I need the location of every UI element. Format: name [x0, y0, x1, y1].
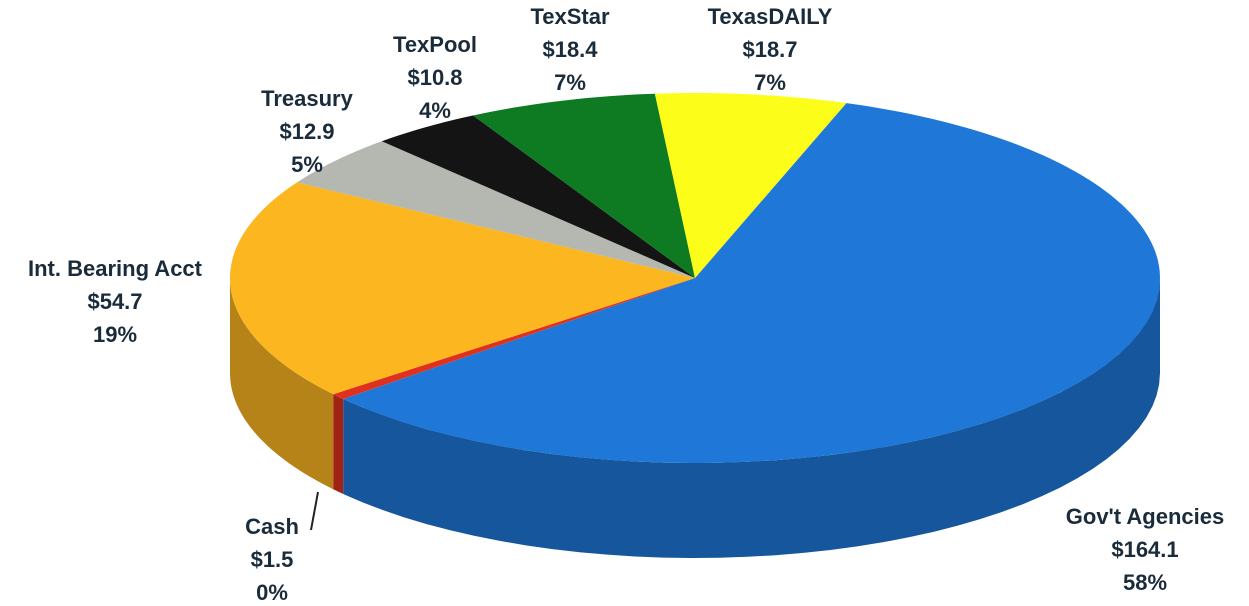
percent-label: 7% — [554, 70, 586, 95]
slice-label: Cash — [245, 514, 299, 539]
percent-label: 4% — [419, 98, 451, 123]
slice — [381, 115, 695, 278]
leader-line — [310, 491, 319, 531]
slice — [333, 278, 695, 399]
slice-label: Treasury — [261, 86, 353, 111]
value-label: $18.4 — [542, 37, 598, 62]
slice-label: Int. Bearing Acct — [28, 256, 203, 281]
value-label: $18.7 — [742, 37, 797, 62]
slice-side — [230, 278, 334, 490]
slice-label: Gov't Agencies — [1066, 504, 1224, 529]
slice-label: TexStar — [530, 4, 610, 29]
percent-label: 0% — [256, 580, 288, 605]
value-label: $12.9 — [279, 119, 334, 144]
slice — [230, 182, 695, 395]
slice — [654, 93, 847, 278]
percent-label: 19% — [93, 322, 137, 347]
value-label: $164.1 — [1111, 537, 1178, 562]
percent-label: 5% — [291, 152, 323, 177]
slice-side — [333, 394, 344, 494]
value-label: $54.7 — [87, 289, 142, 314]
slice-label: TexasDAILY — [708, 4, 833, 29]
slice-label: TexPool — [393, 32, 477, 57]
value-label: $1.5 — [251, 547, 294, 572]
slice — [296, 141, 695, 278]
slice-side — [343, 278, 1160, 558]
value-label: $10.8 — [407, 65, 462, 90]
slice — [343, 103, 1160, 463]
slice — [473, 93, 695, 278]
percent-label: 58% — [1123, 570, 1167, 595]
percent-label: 7% — [754, 70, 786, 95]
